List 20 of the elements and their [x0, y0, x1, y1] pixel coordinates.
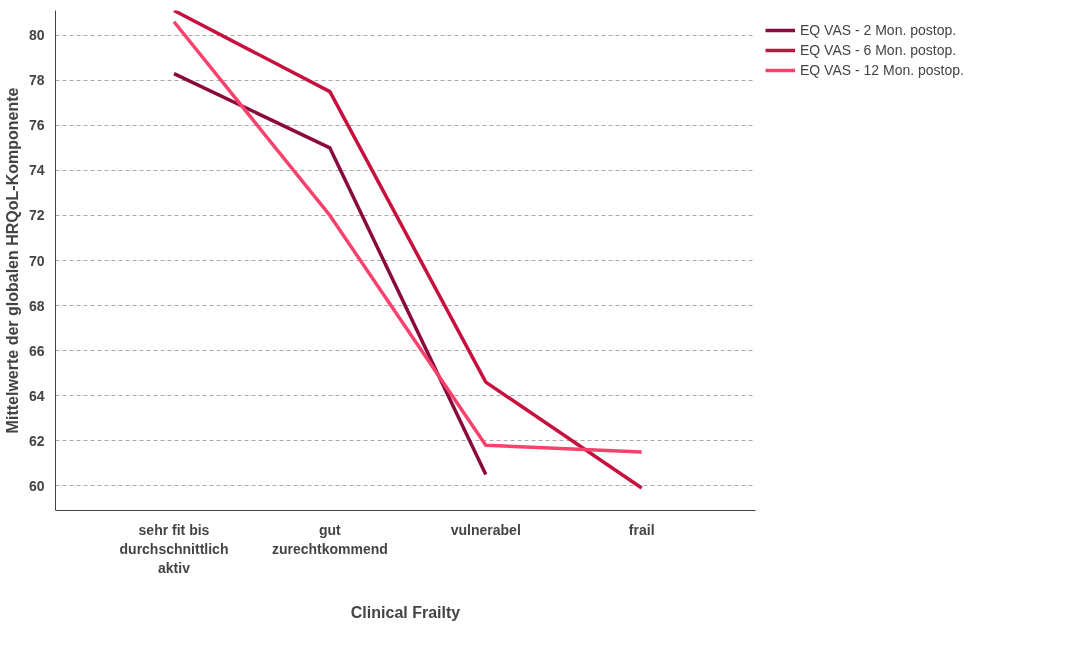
- y-tick-label: 74: [28, 162, 45, 179]
- y-tick-label: 66: [28, 342, 45, 359]
- legend-label: EQ VAS - 2 Mon. postop.: [800, 22, 957, 38]
- y-tick-label: 80: [28, 27, 45, 44]
- y-tick-label: 60: [28, 477, 45, 494]
- y-tick-label: 78: [28, 72, 45, 89]
- x-tick-label: vulnerabel: [450, 521, 521, 538]
- y-tick-label: 70: [28, 252, 45, 269]
- x-tick-label: frail: [628, 521, 655, 538]
- x-tick-label: sehr fit bis durchschnittlich aktiv: [119, 521, 229, 576]
- y-tick-label: 72: [28, 207, 45, 224]
- x-axis-title: Clinical Frailty: [350, 603, 461, 621]
- y-tick-label: 68: [28, 297, 45, 314]
- x-tick-label: gut zurechtkommend: [271, 521, 388, 557]
- legend-label: EQ VAS - 12 Mon. postop.: [800, 62, 964, 78]
- y-tick-label: 62: [28, 432, 45, 449]
- y-axis-title: Mittelwerte der globalen HRQoL-Komponente: [3, 87, 21, 434]
- legend-label: EQ VAS - 6 Mon. postop.: [800, 42, 957, 58]
- y-tick-label: 64: [28, 387, 45, 404]
- y-tick-label: 76: [28, 117, 45, 134]
